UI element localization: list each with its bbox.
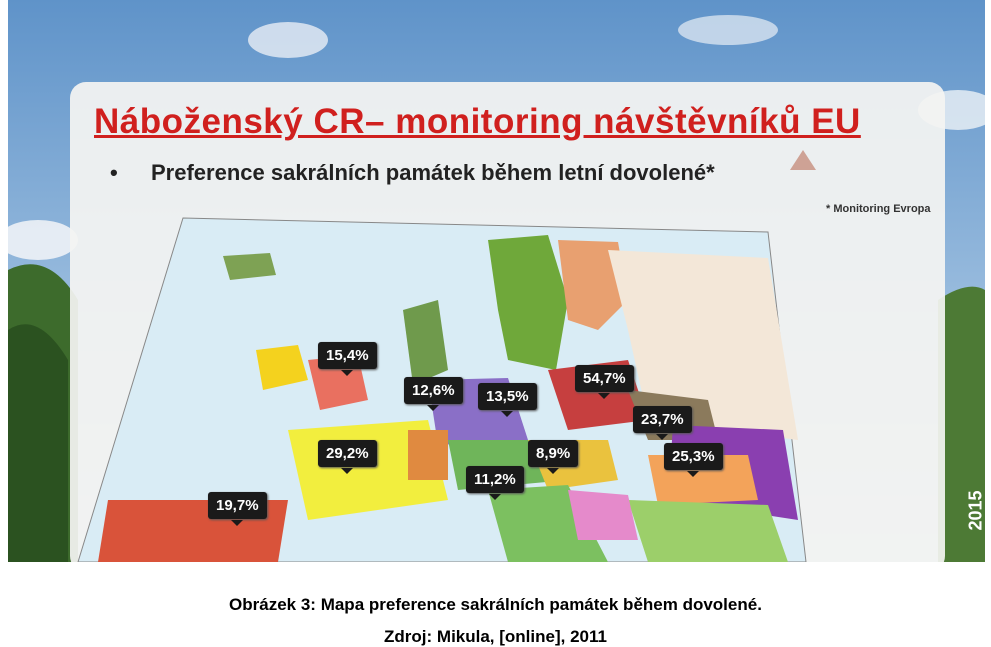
caption: Obrázek 3: Mapa preference sakrálních pa… (0, 595, 991, 615)
map-label: 8,9% (528, 440, 578, 467)
slide-bullet: Preference sakrálních památek během letn… (113, 160, 715, 186)
map-label: 54,7% (575, 365, 634, 392)
source-note: * Monitoring Evropa (826, 203, 931, 215)
slide-image: Náboženský CR– monitoring návštěvníků EU… (8, 0, 985, 562)
map-label: 29,2% (318, 440, 377, 467)
page: Náboženský CR– monitoring návštěvníků EU… (0, 0, 991, 641)
map-label: 15,4% (318, 342, 377, 369)
map-label: 11,2% (466, 466, 524, 493)
map-label: 23,7% (633, 406, 692, 433)
caption-source: Zdroj: Mikula, [online], 2011 (0, 627, 991, 647)
bullet-text: Preference sakrálních památek během letn… (151, 160, 715, 185)
map-label: 25,3% (664, 443, 723, 470)
map-label: 19,7% (208, 492, 267, 519)
side-text: 2015 (966, 490, 985, 530)
map-label: 13,5% (478, 383, 537, 410)
slide-title: Náboženský CR– monitoring návštěvníků EU (94, 102, 861, 142)
map-label: 12,6% (404, 377, 463, 404)
